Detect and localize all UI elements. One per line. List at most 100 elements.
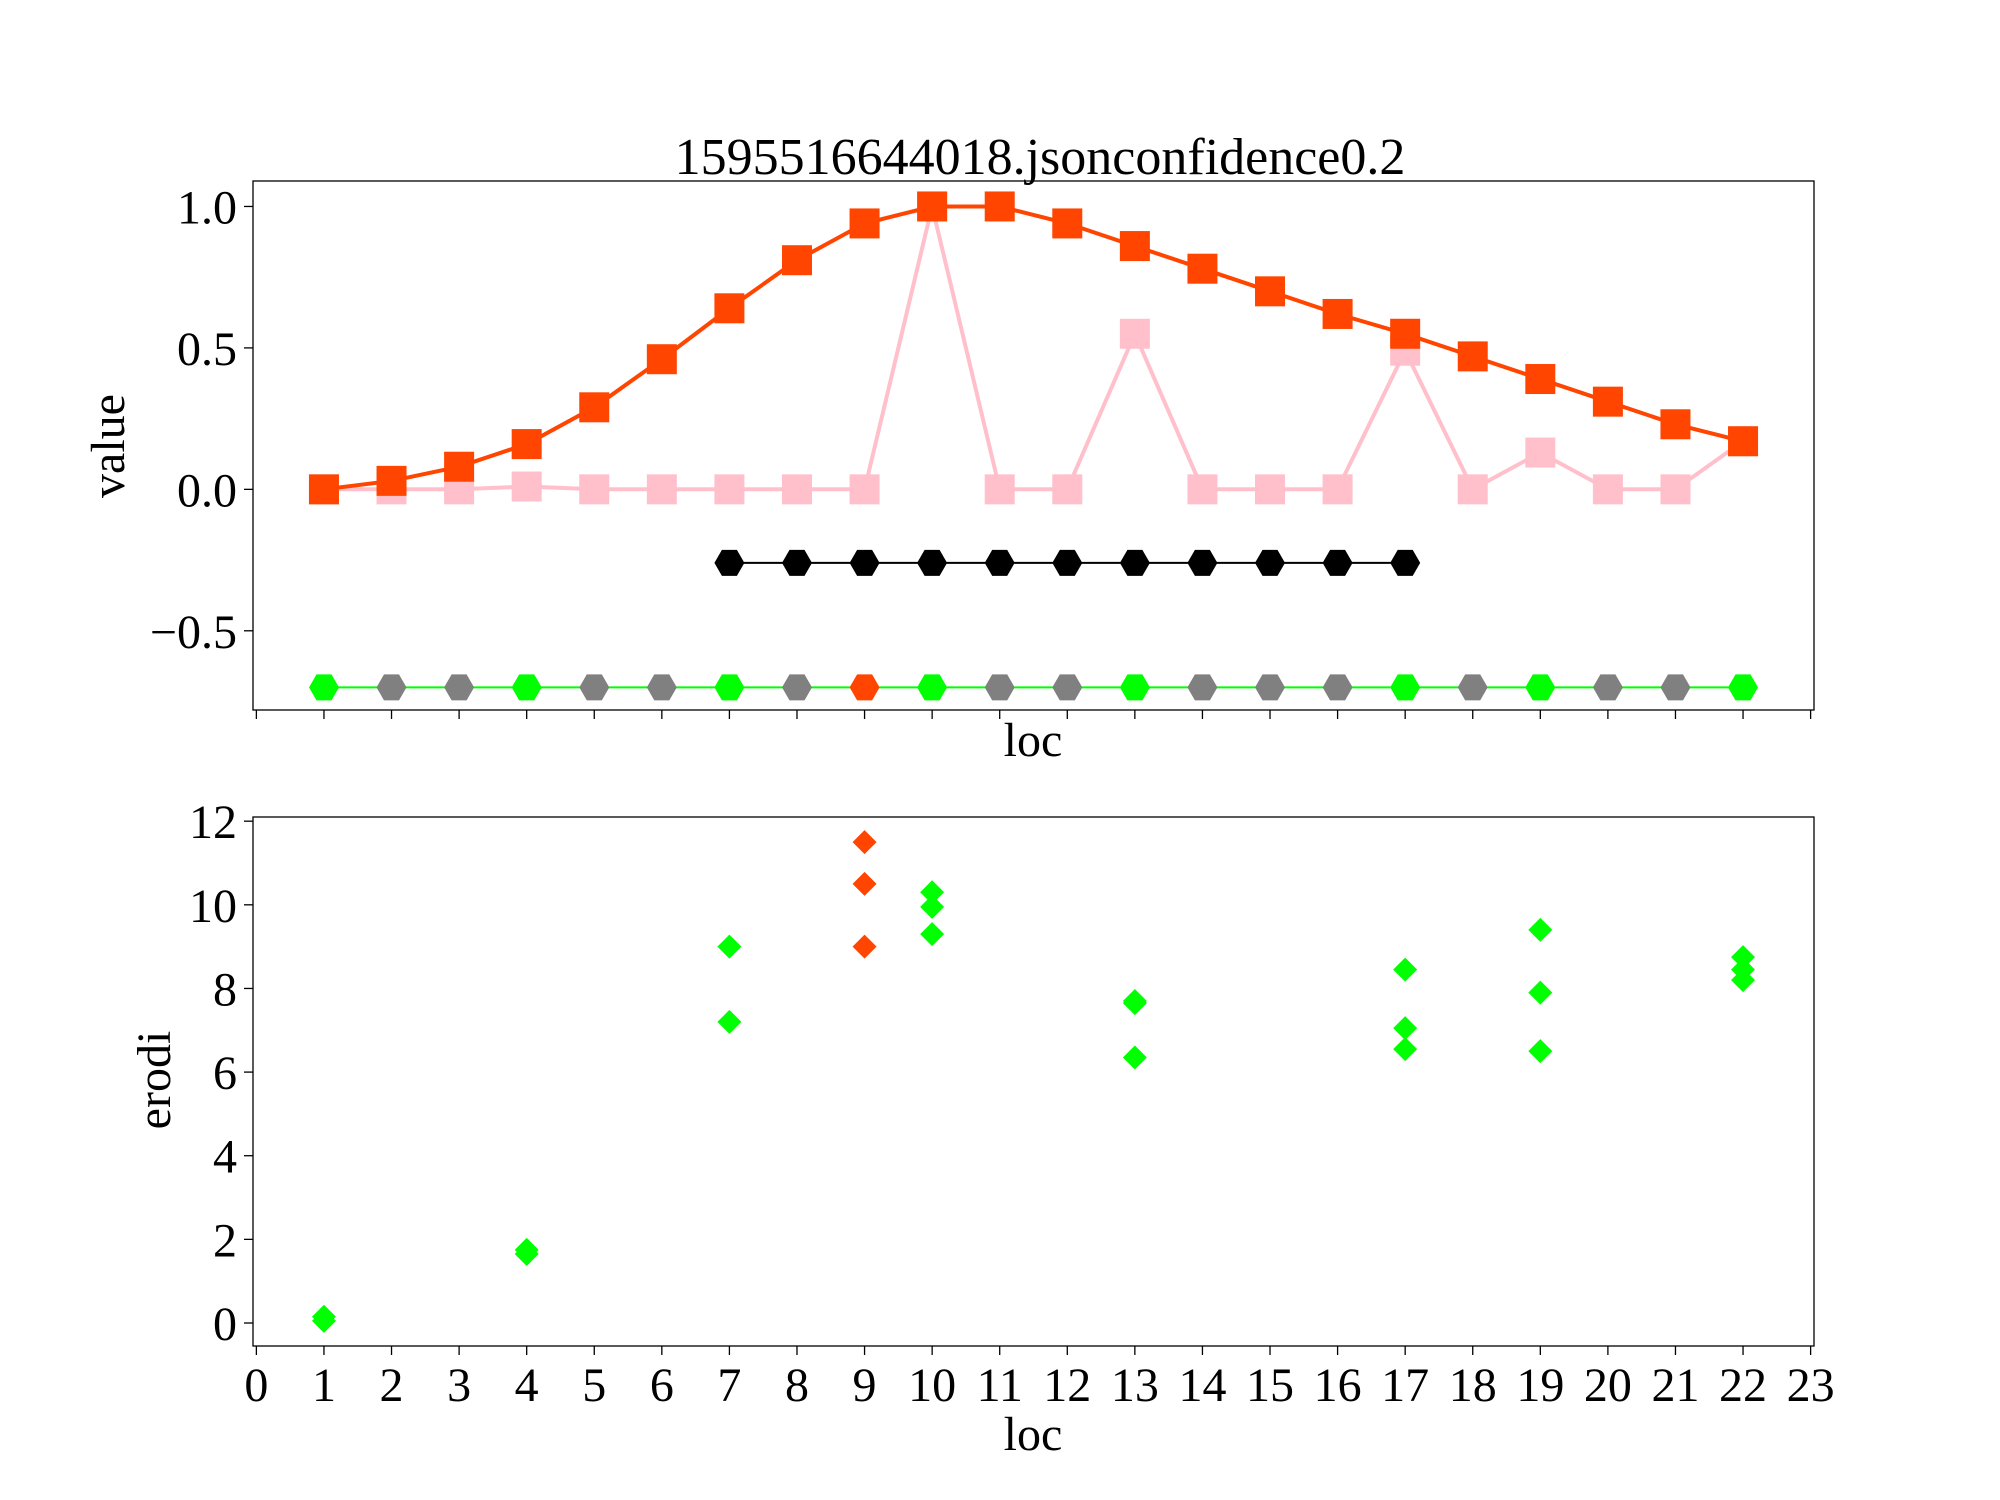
top-series-3-point	[1322, 674, 1353, 701]
bottom-series-1-point	[852, 871, 877, 896]
bottom-series-0-point	[1122, 989, 1147, 1013]
top-series-0-point	[984, 474, 1015, 505]
bottom-y-tick-label: 6	[213, 1047, 237, 1100]
top-series-0-point	[1322, 474, 1353, 505]
top-series-0-point	[579, 474, 610, 505]
bottom-x-tick-label: 6	[650, 1359, 674, 1412]
bottom-series-0-point	[1528, 1039, 1553, 1064]
top-y-tick-label: 0.5	[177, 323, 237, 376]
top-series-1-point	[376, 465, 407, 496]
top-series-3-point	[1119, 674, 1150, 701]
top-series-0-point	[1525, 437, 1556, 468]
top-series-1	[308, 191, 1759, 505]
top-series-2-point	[782, 549, 812, 576]
top-series-2-point	[1052, 549, 1083, 576]
bottom-x-tick-label: 12	[1043, 1359, 1091, 1412]
bottom-chart-marks	[311, 830, 1756, 1333]
bottom-series-0-point	[514, 1237, 539, 1262]
top-series-2-point	[1390, 549, 1421, 576]
bottom-series-0-point	[1528, 980, 1553, 1005]
top-series-2-point	[1119, 549, 1150, 576]
top-series-2-point	[714, 549, 745, 576]
bottom-series-1-point	[852, 830, 877, 855]
bottom-series-0-point	[717, 934, 742, 959]
bottom-y-tick-label: 0	[213, 1298, 237, 1351]
top-series-1-point	[444, 451, 475, 482]
top-series-3-point	[917, 674, 948, 701]
top-series-1-point	[849, 208, 880, 239]
top-chart-y-label: value	[82, 394, 135, 498]
bottom-series-0-point	[1122, 1045, 1147, 1070]
top-y-tick-label: −0.5	[150, 606, 237, 659]
bottom-series-0-point	[920, 894, 945, 919]
top-series-3-point	[1390, 674, 1421, 701]
bottom-series-0-point	[1528, 917, 1553, 942]
top-series-3-point	[1525, 674, 1556, 701]
bottom-chart-x-label: loc	[1004, 1408, 1063, 1461]
top-series-1-point	[1052, 208, 1083, 239]
top-series-0-point	[1592, 474, 1623, 505]
bottom-chart-y-label: erodi	[128, 1031, 181, 1130]
top-series-1-point	[1660, 409, 1691, 440]
top-series-1-point	[1525, 364, 1556, 395]
bottom-series-0-point	[1393, 1037, 1418, 1062]
top-series-1-point	[1457, 341, 1488, 372]
bottom-chart-frame	[252, 816, 1815, 1347]
top-series-1-point	[917, 191, 948, 222]
bottom-y-tick-label: 12	[189, 796, 237, 849]
top-series-3-point	[1187, 674, 1218, 701]
top-series-0-point	[849, 474, 880, 505]
top-series-0-point	[646, 474, 677, 505]
bottom-series-0-point	[1393, 1016, 1418, 1041]
top-series-1-point	[646, 344, 677, 375]
bottom-x-tick-label: 17	[1381, 1359, 1429, 1412]
top-series-1-point	[714, 293, 745, 324]
top-series-3-point	[579, 674, 610, 701]
bottom-x-tick-label: 4	[515, 1359, 539, 1412]
top-chart-frame	[252, 180, 1815, 711]
bottom-series-1	[852, 830, 877, 959]
top-series-1-point	[984, 191, 1015, 222]
top-series-1-point	[308, 474, 339, 505]
bottom-series-0-point	[1731, 957, 1756, 982]
top-series-1-point	[781, 245, 812, 276]
bottom-series-0-point	[920, 880, 945, 905]
top-chart-y-axis: 1.0 0.5 0.0 −0.5	[150, 181, 253, 659]
top-series-0-point	[1457, 474, 1488, 505]
top-series-2-point	[1187, 549, 1218, 576]
bottom-x-tick-label: 8	[785, 1359, 809, 1412]
top-series-3-point	[984, 674, 1015, 701]
top-series-2-point	[984, 549, 1015, 576]
bottom-x-tick-label: 11	[977, 1359, 1023, 1412]
top-series-1-point	[1119, 231, 1150, 262]
top-series-3-point	[1052, 674, 1083, 701]
top-series-2-point	[917, 549, 948, 576]
top-series-3-point	[849, 674, 880, 701]
bottom-series-1-point	[852, 934, 877, 959]
top-series-3-point	[511, 674, 542, 701]
top-series-0-point	[1119, 318, 1150, 349]
top-series-1-point	[1592, 386, 1623, 417]
bottom-series-0-point	[717, 1009, 742, 1034]
top-chart-marks	[308, 191, 1759, 701]
top-chart: 1595516644018.jsonconfidence0.2 1.0 0.5 0.…	[82, 129, 1815, 767]
top-chart-x-label: loc	[1004, 714, 1063, 767]
bottom-x-tick-label: 18	[1449, 1359, 1497, 1412]
top-series-2-point	[849, 549, 880, 576]
top-series-0-point	[1187, 474, 1218, 505]
bottom-x-tick-label: 7	[717, 1359, 741, 1412]
top-series-2-point	[1255, 549, 1285, 576]
bottom-x-tick-label: 13	[1111, 1359, 1159, 1412]
top-series-3	[309, 674, 1758, 701]
top-series-0-point	[511, 471, 542, 502]
top-series-3-point	[646, 674, 677, 701]
top-series-1-point	[1390, 318, 1421, 349]
top-series-1-line	[323, 204, 1744, 492]
bottom-series-0-point	[1731, 945, 1756, 970]
top-series-2	[714, 549, 1421, 576]
bottom-y-tick-label: 10	[189, 880, 237, 933]
bottom-chart-x-axis: 0 1 2 3 4 5 6 7 8 9 10 11 12 13 14 15 16 17 18 19 20 21 22 23	[244, 1346, 1835, 1412]
top-series-0-point	[1052, 474, 1083, 505]
